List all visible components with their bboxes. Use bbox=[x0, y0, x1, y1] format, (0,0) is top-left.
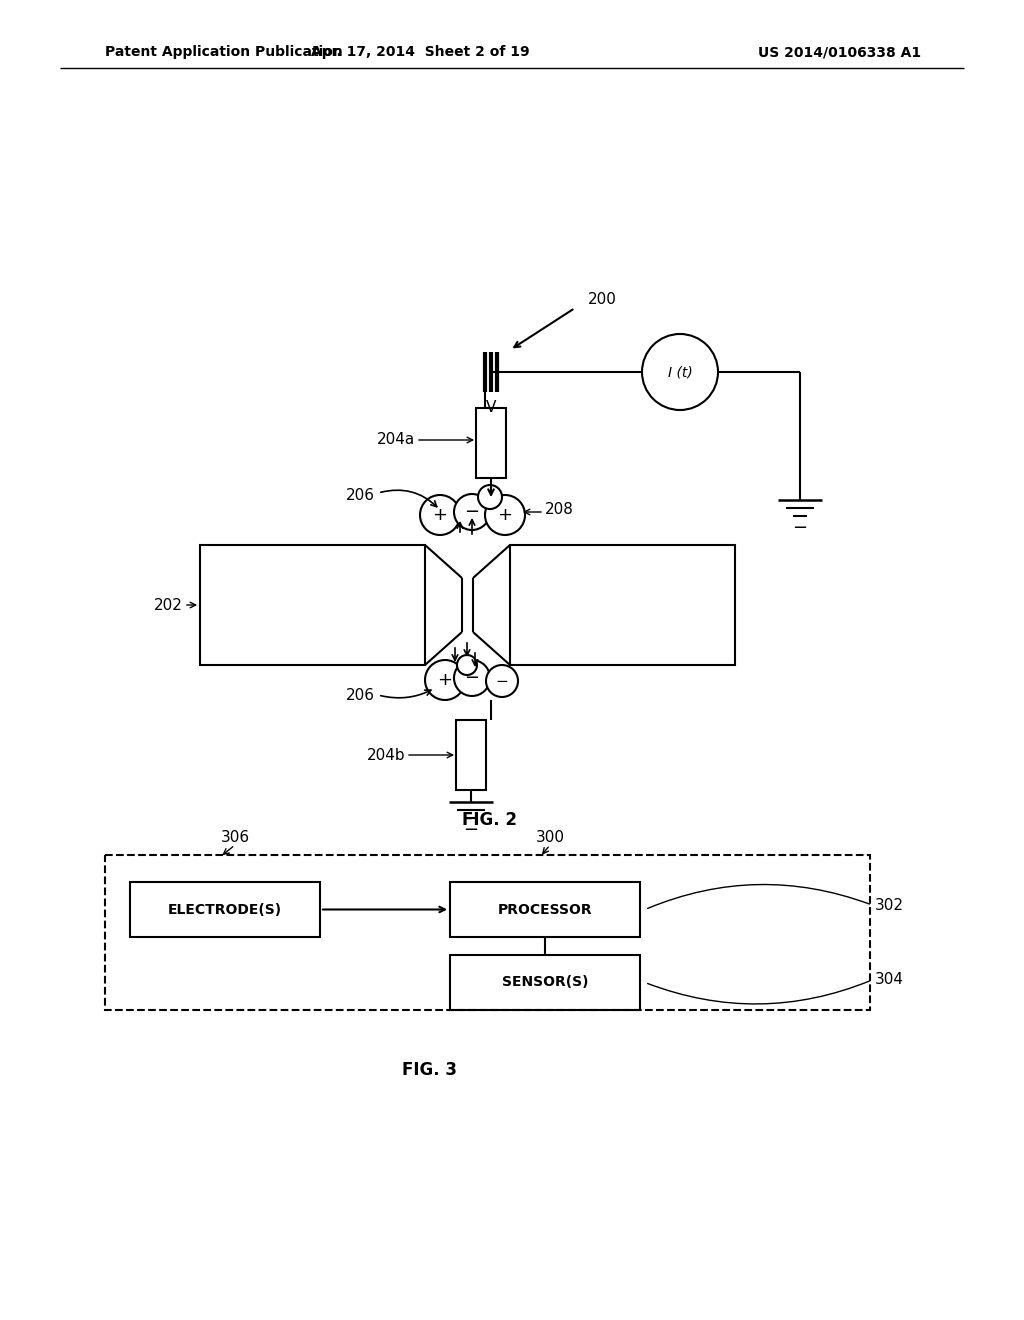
Text: 300: 300 bbox=[536, 830, 564, 846]
Text: −: − bbox=[464, 821, 478, 840]
Circle shape bbox=[425, 660, 465, 700]
Text: 206: 206 bbox=[346, 688, 375, 702]
Text: Apr. 17, 2014  Sheet 2 of 19: Apr. 17, 2014 Sheet 2 of 19 bbox=[310, 45, 529, 59]
Bar bbox=[105, 855, 870, 1010]
Text: +: + bbox=[498, 506, 512, 524]
Bar bbox=[456, 719, 486, 789]
Circle shape bbox=[420, 495, 460, 535]
Text: V: V bbox=[485, 400, 497, 414]
Circle shape bbox=[478, 484, 502, 510]
Bar bbox=[450, 882, 640, 937]
Circle shape bbox=[486, 665, 518, 697]
Bar bbox=[450, 954, 640, 1010]
Text: US 2014/0106338 A1: US 2014/0106338 A1 bbox=[759, 45, 922, 59]
Text: ELECTRODE(S): ELECTRODE(S) bbox=[168, 903, 282, 916]
Circle shape bbox=[457, 655, 477, 675]
Text: 304: 304 bbox=[874, 973, 904, 987]
Text: 302: 302 bbox=[874, 898, 904, 912]
Text: 206: 206 bbox=[346, 487, 375, 503]
Text: +: + bbox=[437, 671, 453, 689]
Text: 208: 208 bbox=[545, 503, 573, 517]
Text: 200: 200 bbox=[588, 293, 616, 308]
Bar bbox=[200, 545, 425, 665]
Circle shape bbox=[485, 495, 525, 535]
Circle shape bbox=[642, 334, 718, 411]
Bar bbox=[476, 408, 506, 478]
Text: −: − bbox=[496, 673, 508, 689]
Circle shape bbox=[454, 660, 490, 696]
Text: PROCESSOR: PROCESSOR bbox=[498, 903, 592, 916]
Circle shape bbox=[454, 494, 490, 531]
Text: I (t): I (t) bbox=[668, 366, 692, 379]
Text: +: + bbox=[432, 506, 447, 524]
Text: FIG. 3: FIG. 3 bbox=[402, 1061, 458, 1078]
Bar bbox=[130, 882, 319, 937]
Text: 202: 202 bbox=[155, 598, 183, 612]
Text: 204b: 204b bbox=[367, 747, 406, 763]
Text: −: − bbox=[465, 503, 479, 521]
Text: −: − bbox=[793, 519, 808, 537]
Text: FIG. 2: FIG. 2 bbox=[463, 810, 517, 829]
Text: −: − bbox=[465, 669, 479, 686]
Text: 204a: 204a bbox=[377, 433, 415, 447]
Bar bbox=[510, 545, 735, 665]
Text: 306: 306 bbox=[220, 830, 250, 846]
Text: SENSOR(S): SENSOR(S) bbox=[502, 975, 588, 990]
Text: Patent Application Publication: Patent Application Publication bbox=[105, 45, 343, 59]
